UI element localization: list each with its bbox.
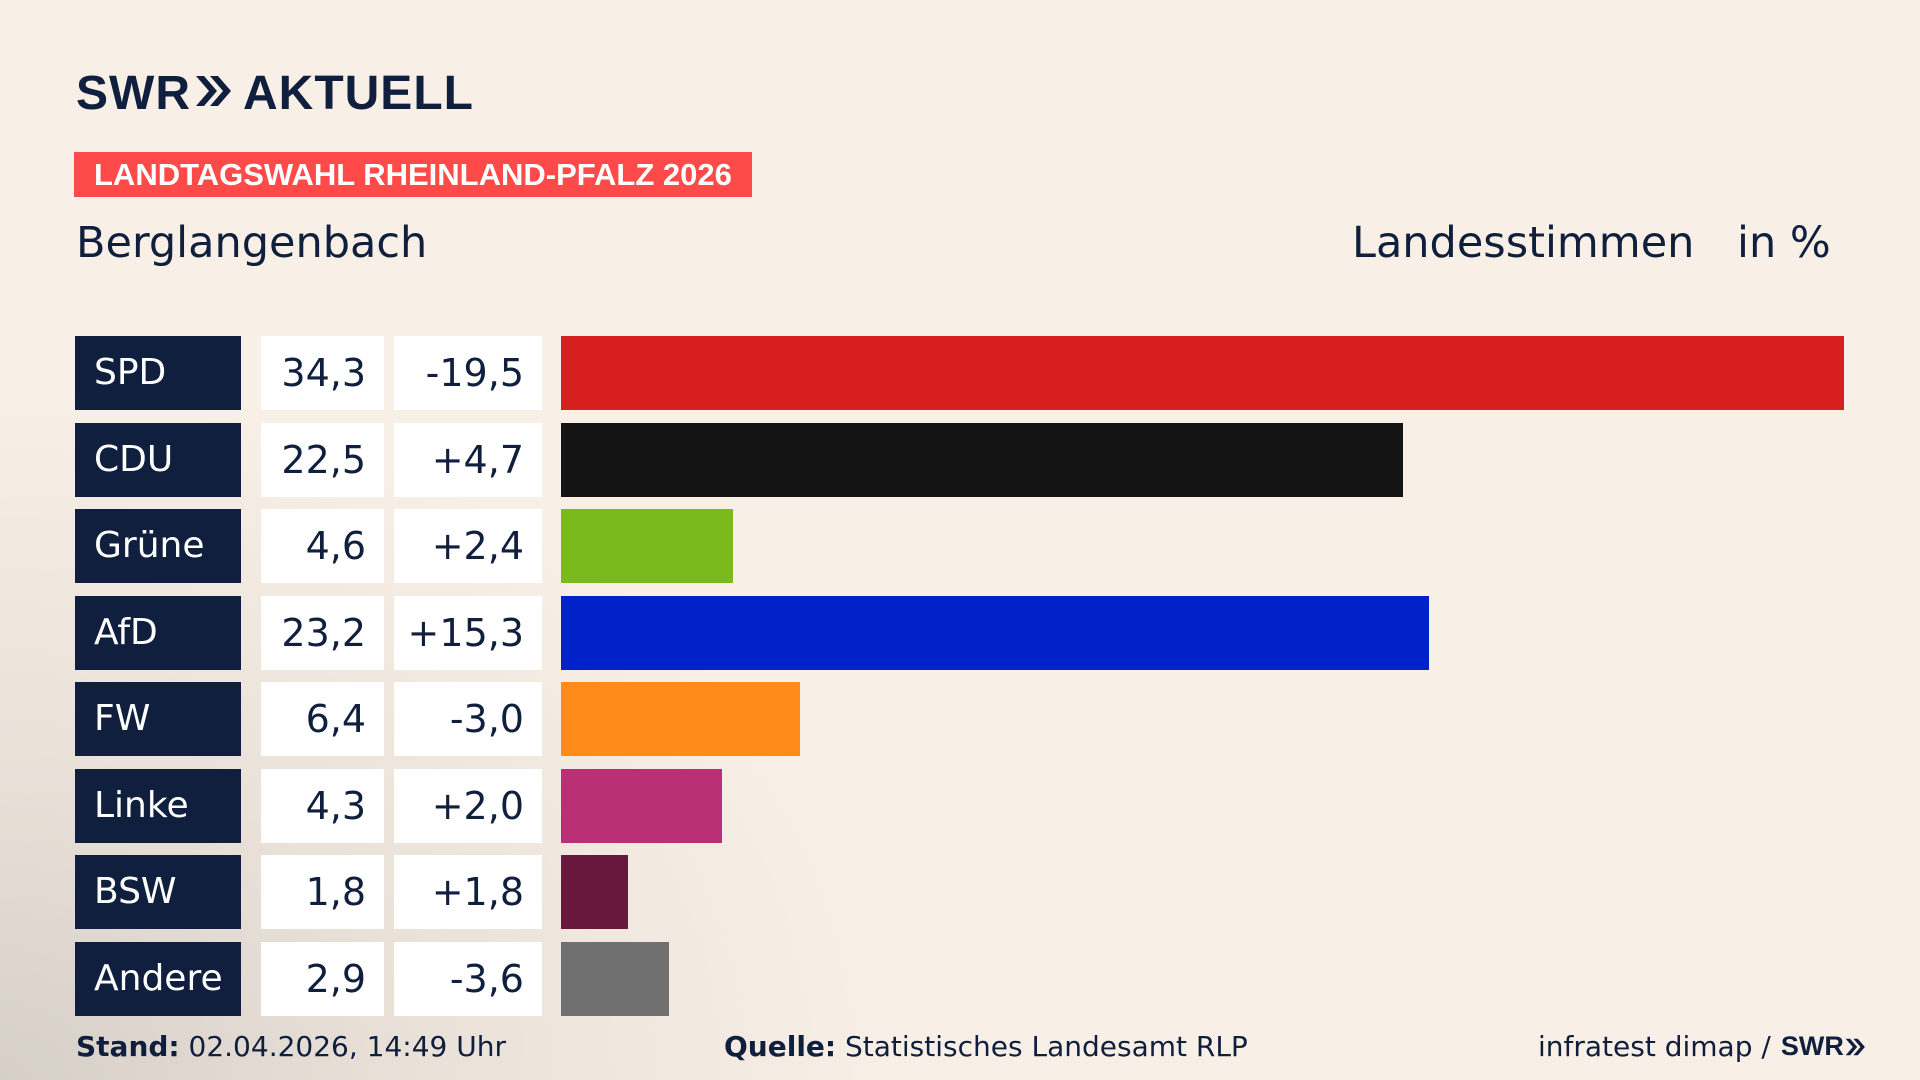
change-label: +4,7 xyxy=(394,423,542,497)
logo-swr-text: SWR xyxy=(76,67,191,120)
mini-chevron-icon xyxy=(1845,1038,1865,1055)
election-tag: LANDTAGSWAHL RHEINLAND-PFALZ 2026 xyxy=(74,152,752,197)
change-label: +1,8 xyxy=(394,855,542,929)
logo-aktuell-text: AKTUELL xyxy=(242,67,474,120)
party-label: Linke xyxy=(75,769,241,843)
source-value: Statistisches Landesamt RLP xyxy=(845,1030,1248,1063)
vote-share-label: 4,6 xyxy=(261,509,384,583)
result-row: Linke 4,3 +2,0 xyxy=(0,769,1920,843)
source-label: Quelle: xyxy=(724,1030,837,1063)
party-label: BSW xyxy=(75,855,241,929)
stand-info: Stand: 02.04.2026, 14:49 Uhr xyxy=(76,1030,506,1063)
bar-linke xyxy=(561,769,722,843)
party-label: Andere xyxy=(75,942,241,1016)
result-row: AfD 23,2 +15,3 xyxy=(0,596,1920,670)
vote-share-label: 23,2 xyxy=(261,596,384,670)
stand-value: 02.04.2026, 14:49 Uhr xyxy=(188,1030,506,1063)
unit-label: in % xyxy=(1737,218,1831,268)
result-row: FW 6,4 -3,0 xyxy=(0,682,1920,756)
bar-spd xyxy=(561,336,1844,410)
region-title: Berglangenbach xyxy=(76,218,428,268)
swr-aktuell-logo: SWR AKTUELL xyxy=(76,66,474,121)
party-label: FW xyxy=(75,682,241,756)
swr-mini-logo: SWR xyxy=(1781,1031,1866,1062)
party-label: AfD xyxy=(75,596,241,670)
change-label: -19,5 xyxy=(394,336,542,410)
result-row: BSW 1,8 +1,8 xyxy=(0,855,1920,929)
party-label: CDU xyxy=(75,423,241,497)
credit-info: infratest dimap / SWR xyxy=(1538,1030,1866,1063)
measure-label: Landesstimmen xyxy=(1352,218,1695,268)
change-label: +15,3 xyxy=(394,596,542,670)
stand-label: Stand: xyxy=(76,1030,180,1063)
vote-share-label: 4,3 xyxy=(261,769,384,843)
bar-grne xyxy=(561,509,733,583)
swr-mini-text: SWR xyxy=(1780,1031,1844,1061)
vote-share-label: 34,3 xyxy=(261,336,384,410)
result-row: CDU 22,5 +4,7 xyxy=(0,423,1920,497)
vote-share-label: 22,5 xyxy=(261,423,384,497)
bar-andere xyxy=(561,942,669,1016)
party-label: SPD xyxy=(75,336,241,410)
change-label: +2,0 xyxy=(394,769,542,843)
vote-share-label: 1,8 xyxy=(261,855,384,929)
bar-fw xyxy=(561,682,800,756)
bar-cdu xyxy=(561,423,1403,497)
credit-text: infratest dimap / xyxy=(1538,1030,1771,1063)
bar-afd xyxy=(561,596,1429,670)
change-label: +2,4 xyxy=(394,509,542,583)
vote-share-label: 2,9 xyxy=(261,942,384,1016)
double-chevron-icon xyxy=(193,66,233,121)
result-row: Grüne 4,6 +2,4 xyxy=(0,509,1920,583)
result-row: Andere 2,9 -3,6 xyxy=(0,942,1920,1016)
change-label: -3,0 xyxy=(394,682,542,756)
bar-bsw xyxy=(561,855,628,929)
result-row: SPD 34,3 -19,5 xyxy=(0,336,1920,410)
party-label: Grüne xyxy=(75,509,241,583)
vote-share-label: 6,4 xyxy=(261,682,384,756)
change-label: -3,6 xyxy=(394,942,542,1016)
source-info: Quelle: Statistisches Landesamt RLP xyxy=(724,1030,1248,1063)
